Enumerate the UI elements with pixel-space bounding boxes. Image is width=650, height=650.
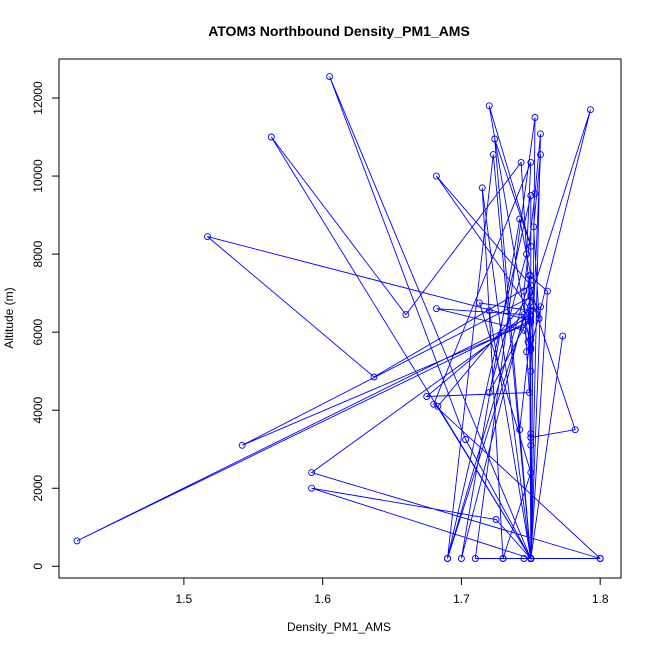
data-point <box>370 373 378 381</box>
chart-title: ATOM3 Northbound Density_PM1_AMS <box>208 23 470 39</box>
data-point <box>520 326 528 334</box>
data-point <box>527 441 535 449</box>
data-point <box>326 73 334 81</box>
data-point <box>596 555 604 562</box>
data-point <box>478 184 486 192</box>
data-point <box>492 516 500 523</box>
data-point <box>527 317 535 324</box>
data-point <box>523 348 531 356</box>
data-point <box>516 426 524 434</box>
data-point <box>537 151 544 159</box>
x-tick-label: 1.7 <box>453 592 470 606</box>
data-point <box>527 293 535 301</box>
data-point <box>520 555 528 562</box>
data-point <box>527 555 535 562</box>
data-point <box>485 389 493 397</box>
data-point <box>535 315 543 322</box>
data-point <box>527 434 535 441</box>
data-point <box>527 313 535 320</box>
y-tick-label: 6000 <box>31 318 45 345</box>
data-point <box>267 133 275 141</box>
x-tick-label: 1.8 <box>592 592 609 606</box>
data-point <box>476 299 483 307</box>
data-point <box>462 436 470 443</box>
data-point <box>423 393 431 400</box>
data-point <box>527 344 535 352</box>
data-point <box>517 158 525 166</box>
data-point <box>527 346 535 354</box>
data-point <box>523 250 531 258</box>
data-point <box>491 135 499 143</box>
y-tick-label: 0 <box>31 563 45 570</box>
data-point <box>527 430 535 438</box>
data-point <box>432 305 440 313</box>
data-point <box>524 338 532 346</box>
data-point <box>432 172 440 180</box>
data-point <box>485 307 493 315</box>
y-axis: 0 2000 4000 6000 8000 10000 12000 <box>31 81 60 570</box>
x-axis: 1.5 1.6 1.7 1.8 <box>176 577 609 606</box>
data-point <box>527 158 535 166</box>
data-point <box>531 190 539 198</box>
data-point <box>308 469 316 477</box>
data-point <box>457 555 465 562</box>
data-point <box>525 389 533 397</box>
data-point <box>238 441 246 449</box>
x-tick-label: 1.5 <box>176 592 193 606</box>
data-point <box>527 281 535 289</box>
y-tick-label: 10000 <box>31 159 45 193</box>
data-point <box>571 426 579 434</box>
x-tick-label: 1.6 <box>314 592 331 606</box>
y-axis-label: Altitude (m) <box>2 287 16 348</box>
data-point <box>485 102 493 110</box>
data-point <box>499 555 507 562</box>
data-point <box>516 215 524 223</box>
data-point <box>537 303 544 311</box>
data-point <box>402 311 410 319</box>
data-point <box>434 402 442 410</box>
data-series <box>73 73 604 562</box>
x-axis-label: Density_PM1_AMS <box>287 620 391 634</box>
data-point <box>489 151 497 159</box>
series-line <box>76 76 601 561</box>
y-tick-label: 4000 <box>31 397 45 424</box>
data-point <box>520 287 528 295</box>
data-point <box>527 192 535 200</box>
data-point <box>531 114 539 121</box>
data-point <box>587 106 594 114</box>
data-point <box>527 242 535 250</box>
data-point <box>520 311 528 319</box>
data-point <box>525 272 533 280</box>
data-point <box>530 223 538 231</box>
data-point <box>527 291 535 299</box>
data-point <box>204 233 211 241</box>
data-point <box>527 367 535 375</box>
data-point <box>527 469 535 477</box>
y-tick-label: 2000 <box>31 475 45 502</box>
data-point <box>471 555 479 562</box>
data-point <box>559 332 567 340</box>
data-point <box>444 555 451 562</box>
y-tick-label: 8000 <box>31 240 45 267</box>
data-point <box>73 537 81 545</box>
data-point <box>308 484 316 492</box>
data-point <box>430 400 438 408</box>
data-point <box>544 287 551 295</box>
y-tick-label: 12000 <box>31 81 45 115</box>
data-point <box>537 130 544 138</box>
